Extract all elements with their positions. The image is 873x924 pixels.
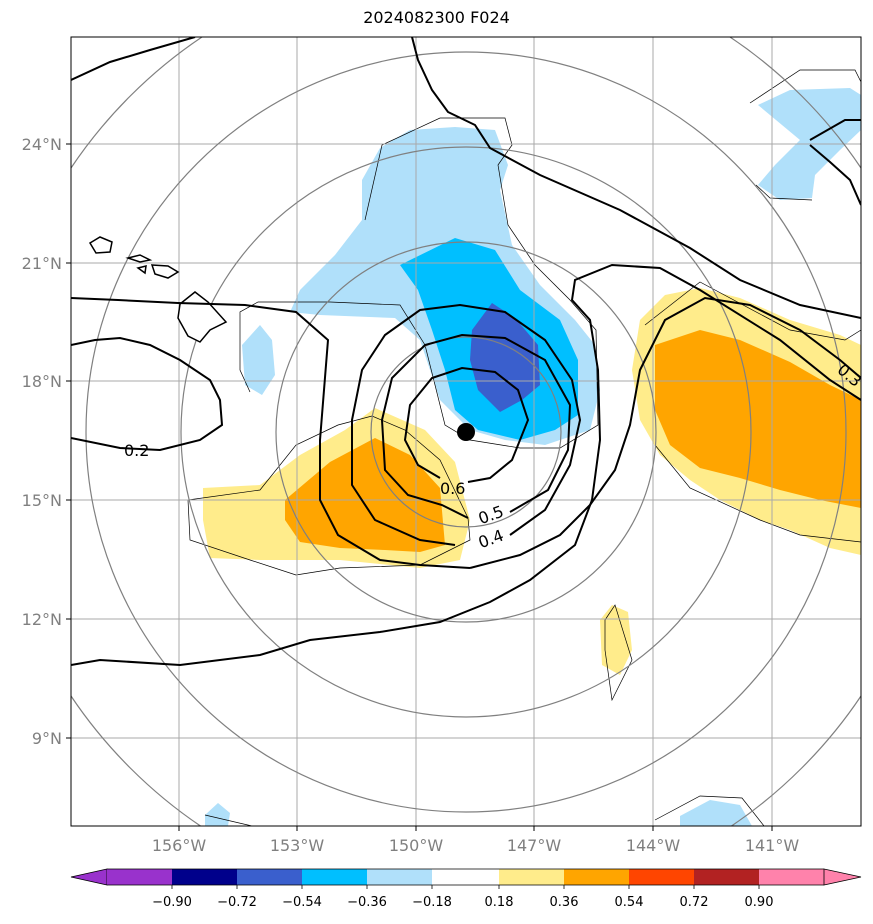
colorbar-tick-3: −0.54 <box>282 895 322 910</box>
latlon-grid <box>71 37 861 826</box>
contour-0.5 <box>380 333 572 519</box>
contour-0.4 <box>351 303 582 546</box>
lat-label-12n: 12°N <box>22 610 62 629</box>
lat-label-21n: 21°N <box>22 254 62 273</box>
colorbar-bin-2 <box>172 869 237 885</box>
shade-light-blue-small <box>242 325 275 395</box>
shade-outlines <box>187 69 861 826</box>
shade-orange-west <box>285 438 445 552</box>
colorbar: −0.90 −0.72 −0.54 −0.36 −0.18 0.18 0.36 … <box>70 868 862 910</box>
latitude-labels: 24°N 21°N 18°N 15°N 12°N 9°N <box>22 135 62 748</box>
colorbar-bin-1 <box>107 869 172 885</box>
colorbar-tick-7: 0.36 <box>550 895 579 910</box>
lon-label-147w: 147°W <box>507 836 562 855</box>
lon-label-141w: 141°W <box>745 836 800 855</box>
island-maui <box>150 264 180 279</box>
contour-label-0.6: 0.6 <box>440 479 465 498</box>
contour-0.2-main <box>71 263 861 667</box>
colorbar-bin-11 <box>759 869 824 885</box>
lon-label-156w: 156°W <box>152 836 207 855</box>
map-title: 2024082300 F024 <box>363 8 510 27</box>
contour-0.2-west <box>71 336 224 452</box>
lon-label-144w: 144°W <box>626 836 681 855</box>
contour-ne-2 <box>809 119 861 141</box>
storm-center-marker <box>457 423 475 441</box>
colorbar-tick-2: −0.72 <box>217 895 257 910</box>
colorbar-tick-10: 0.90 <box>745 895 774 910</box>
shade-orange-east <box>655 330 861 508</box>
contour-ne <box>809 144 861 206</box>
lat-label-24n: 24°N <box>22 135 62 154</box>
colorbar-tick-1: −0.90 <box>152 895 192 910</box>
colorbar-bin-9 <box>629 869 694 885</box>
colorbar-bin-3 <box>237 869 302 885</box>
lon-label-153w: 153°W <box>270 836 325 855</box>
island-hawaii <box>177 291 228 343</box>
colorbar-bin-7 <box>499 869 564 885</box>
colorbar-bin-5 <box>367 869 432 885</box>
island-oahu <box>125 254 153 263</box>
contour-0.3-inner <box>71 297 471 569</box>
plot-frame <box>70 36 862 827</box>
contour-north-2 <box>411 37 861 319</box>
colorbar-bin-6 <box>432 869 499 885</box>
colorbar-tick-8: 0.54 <box>615 895 644 910</box>
colorbar-tick-6: 0.18 <box>485 895 514 910</box>
contour-north-1 <box>71 37 196 81</box>
shade-light-yellow-south <box>600 605 632 675</box>
longitude-labels: 156°W 153°W 150°W 147°W 144°W 141°W <box>152 836 800 855</box>
contours <box>71 37 861 667</box>
lat-label-15n: 15°N <box>22 491 62 510</box>
shade-royal-blue <box>470 303 540 412</box>
contour-0.3-upper <box>469 296 861 569</box>
colorbar-extend-high <box>823 868 862 886</box>
shade-light-blue-bottom-1 <box>205 803 230 826</box>
lat-label-9n: 9°N <box>32 729 62 748</box>
colorbar-bin-8 <box>564 869 629 885</box>
island-kauai <box>88 236 113 254</box>
colorbar-bin-10 <box>694 869 759 885</box>
colorbar-tick-5: −0.18 <box>412 895 452 910</box>
island-molokai <box>136 265 147 275</box>
lat-label-18n: 18°N <box>22 372 62 391</box>
colorbar-extend-low <box>70 868 108 886</box>
axis-ticks <box>66 143 773 831</box>
contour-label-0.2: 0.2 <box>124 441 149 460</box>
colorbar-tick-9: 0.72 <box>680 895 709 910</box>
colorbar-tick-4: −0.36 <box>347 895 387 910</box>
shade-light-blue-bottom-2 <box>680 800 752 826</box>
colorbar-bin-4 <box>302 869 367 885</box>
lon-label-150w: 150°W <box>389 836 444 855</box>
contour-0.6 <box>403 366 530 483</box>
coastlines <box>88 236 228 343</box>
